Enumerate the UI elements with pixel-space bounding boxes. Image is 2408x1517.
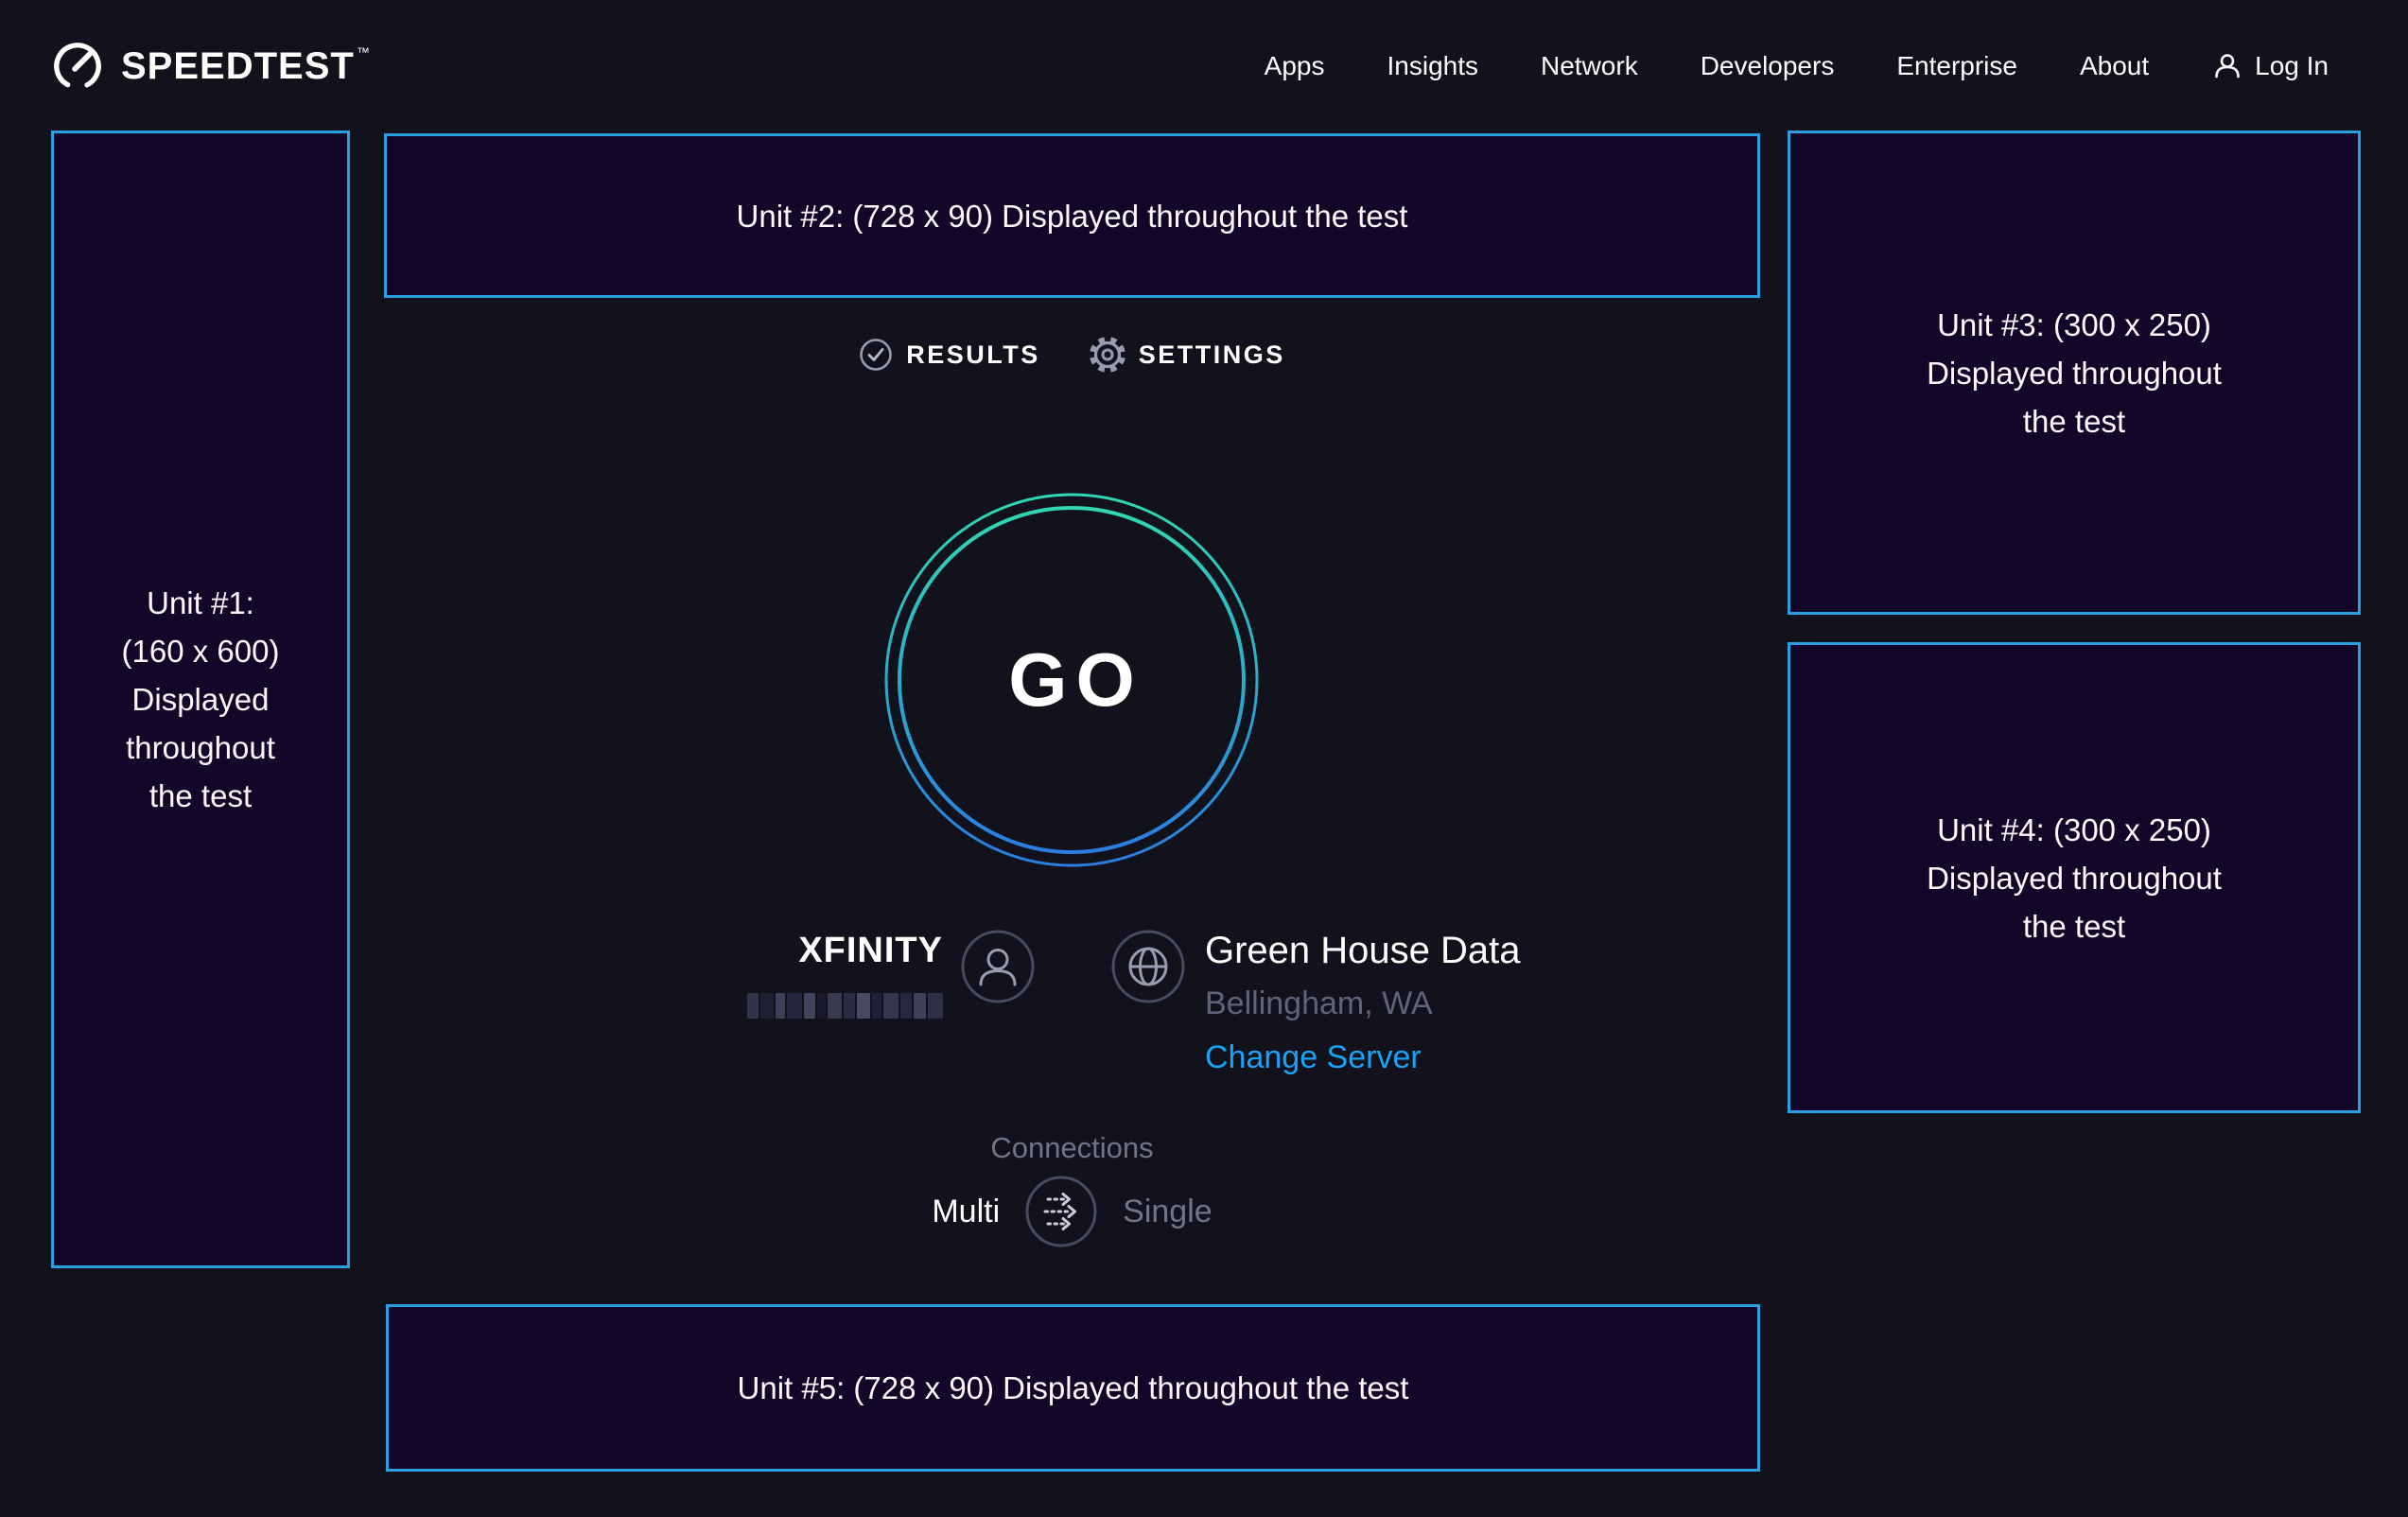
server-name: Green House Data — [1205, 930, 1521, 971]
main-nav: Apps Insights Network Developers Enterpr… — [1265, 51, 2149, 81]
go-gradient-rings — [884, 493, 1259, 867]
check-circle-icon — [860, 339, 893, 371]
connections-title: Connections — [990, 1131, 1154, 1164]
log-in-label: Log In — [2255, 51, 2329, 80]
log-in-button[interactable]: Log In — [2211, 50, 2329, 82]
nav-item-insights[interactable]: Insights — [1387, 51, 1479, 80]
go-button[interactable]: GO — [884, 493, 1259, 867]
isp-name: XFINITY — [798, 931, 943, 970]
trademark-symbol: ™ — [356, 44, 370, 61]
ad-unit-5-text: Unit #5: (728 x 90) Displayed throughout… — [737, 1370, 1409, 1405]
nav-item-network[interactable]: Network — [1541, 51, 1638, 80]
speedometer-gauge-icon — [54, 43, 101, 90]
user-icon — [2215, 54, 2240, 78]
connections-multi-option[interactable]: Multi — [932, 1193, 1001, 1229]
ad-unit-5: Unit #5: (728 x 90) Displayed throughout… — [386, 1304, 1760, 1472]
server-info: Green House Data Bellingham, WA Change S… — [1110, 929, 1521, 1076]
tab-settings-label: SETTINGS — [1138, 340, 1285, 369]
nav-item-apps[interactable]: Apps — [1264, 51, 1325, 80]
gear-icon — [1089, 337, 1125, 373]
change-server-link[interactable]: Change Server — [1205, 1039, 1422, 1075]
ad-unit-3: Unit #3: (300 x 250) Displayed throughou… — [1788, 131, 2361, 615]
connections-toggle-row: Multi Single — [384, 1175, 1760, 1248]
tab-settings[interactable]: SETTINGS — [1089, 337, 1285, 373]
tab-results-label: RESULTS — [906, 340, 1040, 369]
top-nav-bar: SPEEDTEST ™ Apps Insights Network Develop… — [0, 0, 2408, 132]
speedtest-logo[interactable]: SPEEDTEST ™ — [51, 40, 370, 93]
nav-item-enterprise[interactable]: Enterprise — [1896, 51, 2017, 80]
ad-unit-4-text: Unit #4: (300 x 250) Displayed throughou… — [1927, 811, 2222, 944]
ad-unit-2: Unit #2: (728 x 90) Displayed throughout… — [384, 133, 1760, 298]
nav-item-about[interactable]: About — [2079, 51, 2150, 80]
tab-results[interactable]: RESULTS — [859, 338, 1040, 372]
server-location: Bellingham, WA — [1205, 985, 1433, 1021]
ad-unit-1: Unit #1: (160 x 600) Displayed throughou… — [51, 131, 350, 1268]
ad-unit-2-text: Unit #2: (728 x 90) Displayed throughout… — [736, 198, 1408, 234]
ad-unit-3-text: Unit #3: (300 x 250) Displayed throughou… — [1927, 306, 2222, 439]
brand-wordmark: SPEEDTEST — [121, 44, 355, 87]
redacted-ip — [747, 993, 943, 1019]
globe-circle-icon — [1111, 930, 1185, 1003]
connections-toggle-icon[interactable] — [1024, 1175, 1098, 1248]
isp-info: XFINITY — [747, 929, 1036, 1019]
nav-item-developers[interactable]: Developers — [1700, 51, 1835, 80]
isp-user-circle-icon — [961, 930, 1035, 1003]
connections-single-option[interactable]: Single — [1123, 1193, 1213, 1229]
tab-bar: RESULTS SETTINGS — [384, 337, 1760, 373]
ad-unit-1-text: Unit #1: (160 x 600) Displayed throughou… — [121, 585, 280, 813]
ad-unit-4: Unit #4: (300 x 250) Displayed throughou… — [1788, 642, 2361, 1113]
go-button-label: GO — [1008, 637, 1143, 722]
